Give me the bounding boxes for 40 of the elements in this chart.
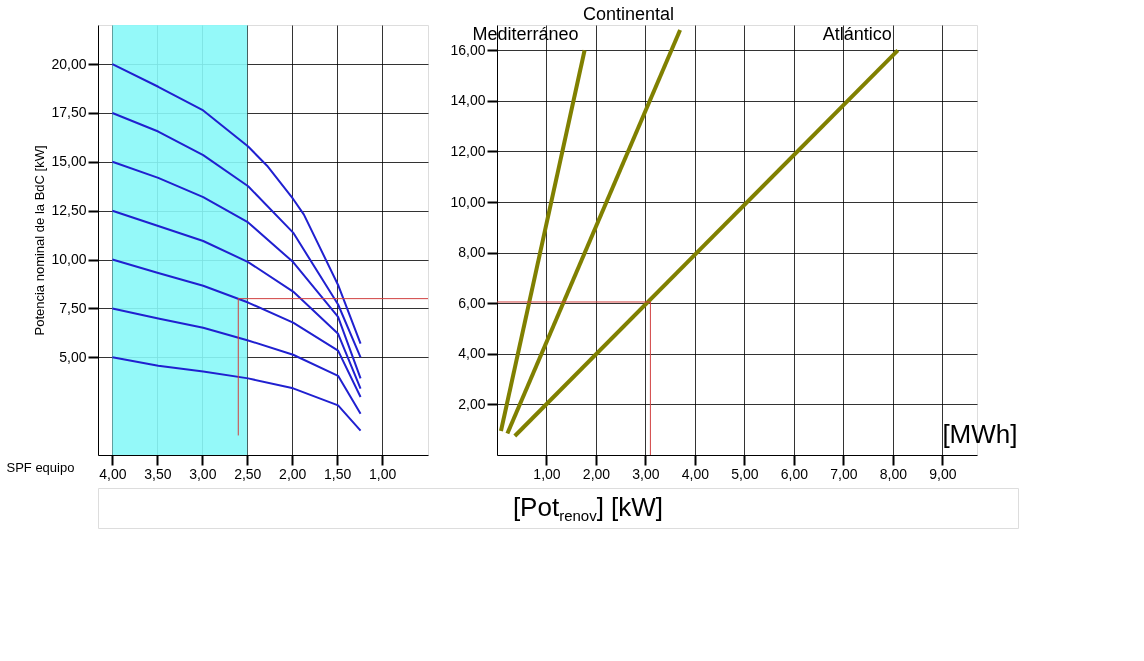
x-tick-label: 1,50: [324, 465, 352, 482]
y-tick-label: 16,00: [450, 41, 486, 58]
line-series: [111, 63, 362, 345]
x-tick-label: 9,00: [929, 465, 957, 482]
x-axis-title: [MWh]: [942, 418, 1018, 449]
y-tick-label: 14,00: [450, 92, 486, 109]
x-tick-label: 5,00: [731, 465, 759, 482]
line-series: [111, 111, 362, 359]
y-tick-label: 17,50: [51, 104, 87, 121]
y-tick-label: 12,50: [51, 202, 87, 219]
y-tick-label: 20,00: [51, 55, 87, 72]
y-tick-label: 8,00: [458, 244, 486, 261]
y-axis-title: Potencia nominal de la BdC [kW]: [32, 145, 48, 336]
x-tick-label: 7,00: [830, 465, 858, 482]
x-tick-label: 4,00: [681, 465, 710, 482]
y-tick-label: 10,00: [51, 251, 87, 268]
y-tick-label: 4,00: [458, 345, 486, 362]
x-tick-label: 8,00: [879, 465, 908, 482]
y-tick-label: 10,00: [450, 193, 486, 210]
x-axis-title: SPF equipo: [6, 459, 75, 475]
x-tick-label: 2,50: [234, 465, 262, 482]
x-tick-label: 2,00: [582, 465, 611, 482]
line-series: [111, 356, 362, 432]
x-tick-label: 1,00: [533, 465, 561, 482]
x-tick-label: 3,00: [632, 465, 660, 482]
y-tick-label: 7,50: [59, 299, 87, 316]
x-tick-label: 3,00: [189, 465, 217, 482]
x-tick-label: 3,50: [144, 465, 172, 482]
line-series: [111, 307, 362, 415]
y-tick-label: 2,00: [458, 395, 486, 412]
series-label: Continental: [583, 4, 675, 25]
y-tick-label: 12,00: [450, 142, 486, 159]
y-tick-label: 6,00: [458, 294, 486, 311]
y-tick-label: 15,00: [51, 153, 87, 170]
x-tick-label: 2,00: [279, 465, 307, 482]
x-tick-label: 6,00: [780, 465, 809, 482]
line-series: [111, 160, 362, 380]
x-tick-label: 4,00: [99, 465, 127, 482]
y-tick-label: 5,00: [59, 348, 87, 365]
x-tick-label: 1,00: [369, 465, 397, 482]
